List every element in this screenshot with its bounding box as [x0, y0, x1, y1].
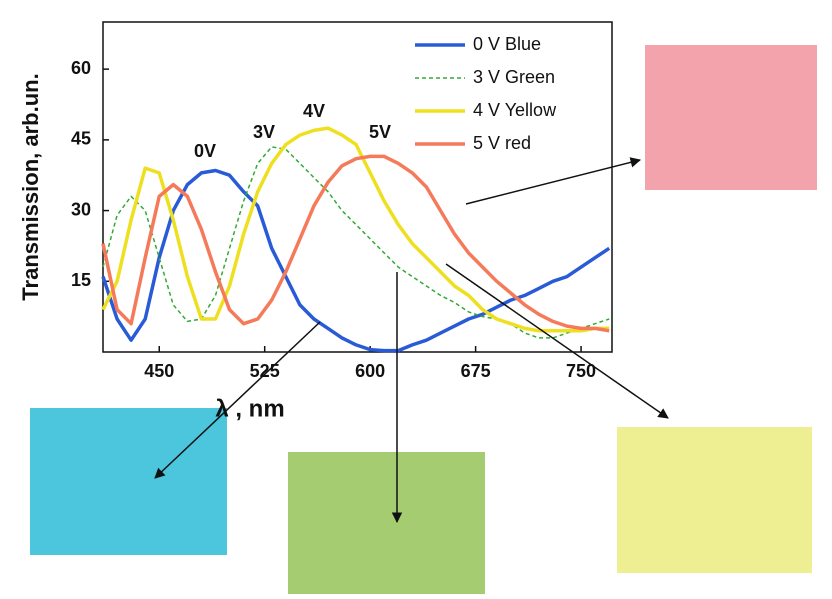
red-swatch [645, 45, 817, 190]
x-tick-label: 750 [566, 361, 596, 381]
y-tick-label: 30 [71, 199, 91, 219]
annotation: 5V [369, 122, 391, 142]
plot: 15 30 45 60 450 525 600 675 750 0 V Blue 3 V Green… [71, 34, 611, 381]
legend-label: 3 V Green [473, 67, 555, 87]
green-swatch [288, 452, 485, 594]
y-axis-label: Transmission, arb.un. [18, 73, 43, 300]
arrow [154, 321, 321, 479]
yellow-swatch [617, 427, 812, 573]
blue-swatch [30, 408, 227, 555]
x-axis-label: λ , nm [215, 395, 284, 422]
annotation: 3V [253, 122, 275, 142]
x-tick-label: 450 [144, 361, 174, 381]
series-line [101, 126, 610, 333]
legend-label: 4 V Yellow [473, 100, 557, 120]
x-tick-label: 600 [355, 361, 385, 381]
y-tick-label: 60 [71, 58, 91, 78]
series-line [101, 154, 610, 333]
annotation: 4V [303, 101, 325, 121]
x-tick-label: 675 [461, 361, 491, 381]
annotation: 0V [194, 141, 216, 161]
y-tick-label: 15 [71, 270, 91, 290]
y-tick-label: 45 [71, 129, 91, 149]
series-line [101, 168, 611, 353]
arrow [445, 263, 669, 419]
legend-label: 0 V Blue [473, 34, 541, 54]
arrows [154, 157, 669, 524]
arrow [465, 157, 642, 205]
x-tick-label: 525 [250, 361, 280, 381]
series-line [102, 146, 610, 339]
plot-frame [102, 21, 613, 353]
legend-label: 5 V red [473, 133, 531, 153]
